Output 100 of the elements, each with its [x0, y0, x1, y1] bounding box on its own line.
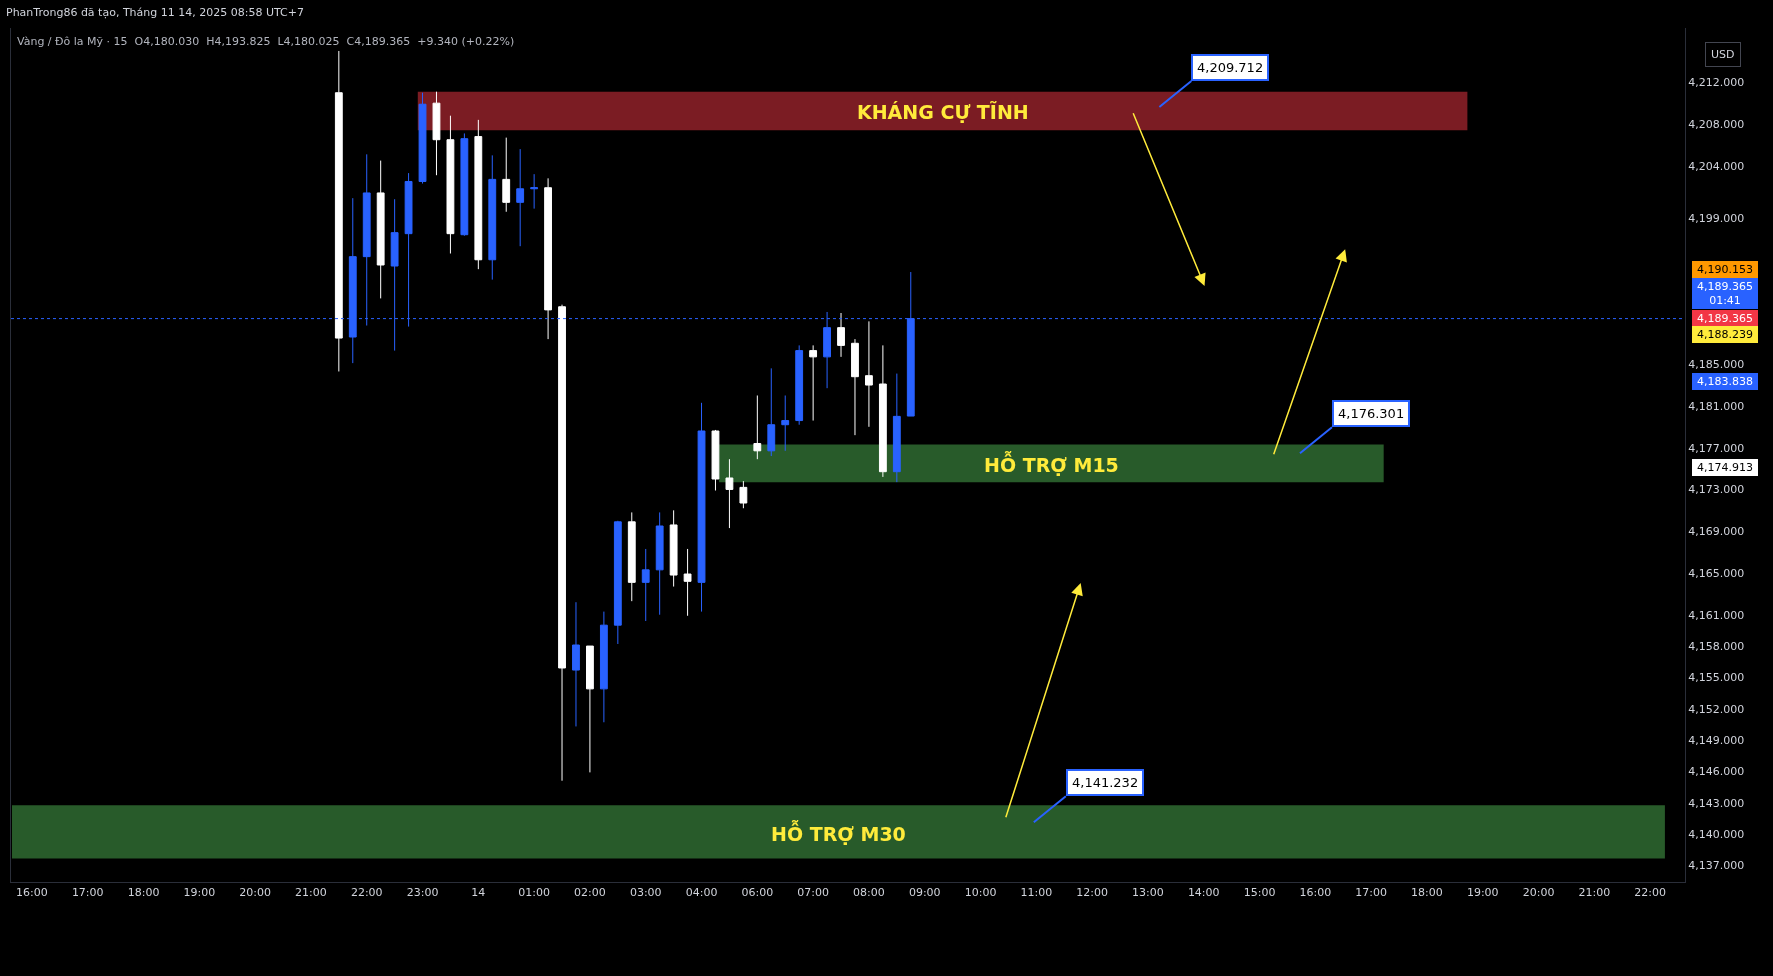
candlestick [892, 373, 901, 483]
x-tick-label: 12:00 [1076, 886, 1108, 900]
x-tick-label: 13:00 [1132, 886, 1164, 900]
candlestick [432, 91, 441, 176]
candlestick [753, 394, 762, 460]
x-tick-label: 08:00 [853, 886, 885, 900]
candlestick [865, 320, 873, 428]
x-tick-label: 23:00 [406, 886, 439, 900]
candlestick [641, 548, 650, 622]
x-tick-label: 16:00 [1299, 886, 1332, 900]
candlestick [613, 520, 622, 645]
chart-title: PhanTrong86 đã tạo, Tháng 11 14, 2025 08:58 UTC+7 [6, 5, 304, 19]
text: 4,188.239 [1697, 328, 1753, 341]
candlestick [558, 304, 566, 782]
y-tick-label: 4,204.000 [1688, 159, 1745, 173]
candlestick [334, 50, 343, 372]
band-label: HỖ TRỢ M15 [984, 450, 1119, 476]
y-tick-label: 4,199.000 [1688, 211, 1745, 225]
x-tick-label: 21:00 [295, 886, 327, 900]
candlestick [474, 119, 483, 270]
candlestick [446, 115, 455, 255]
y-tick-label: 4,137.000 [1688, 859, 1745, 873]
candlestick [655, 511, 664, 616]
y-tick-label: 4,185.000 [1688, 358, 1745, 372]
x-tick-label: 14:00 [1187, 886, 1220, 900]
candlestick [530, 173, 539, 210]
x-tick-label: 19:00 [183, 886, 216, 900]
y-tick-label: 4,173.000 [1688, 483, 1745, 497]
y-tick-label: 4,146.000 [1688, 765, 1745, 779]
y-tick-label: 4,158.000 [1688, 639, 1745, 653]
x-tick-label: 04:00 [685, 886, 718, 900]
y-tick-label: 4,208.000 [1688, 117, 1745, 131]
candlestick [599, 611, 608, 723]
y-tick-label: 4,165.000 [1688, 566, 1745, 580]
x-tick-label: 09:00 [908, 886, 941, 900]
x-tick-label: 18:00 [1411, 886, 1443, 900]
candlestick [725, 458, 734, 529]
y-tick-label: 4,169.000 [1688, 525, 1745, 539]
x-tick-label: 20:00 [239, 886, 271, 900]
x-tick-label: 01:00 [518, 886, 550, 900]
x-tick-label: 02:00 [574, 886, 606, 900]
x-tick-label: 10:00 [964, 886, 997, 900]
candlestick [544, 177, 552, 340]
x-tick-label: 06:00 [741, 886, 774, 900]
y-tick-label: 4,149.000 [1688, 733, 1745, 747]
candlestick [739, 480, 748, 509]
text: Vàng / Đô la Mỹ · 15 O4,180.030 H4,193.825 L4,180.025 C4,189.365 +9.340 (+0.22%) [17, 35, 515, 48]
candlestick [376, 160, 385, 299]
band-label: KHÁNG CỰ TĨNH [857, 100, 1029, 123]
x-tick-label: 11:00 [1020, 886, 1053, 900]
x-tick-label: 19:00 [1466, 886, 1499, 900]
y-tick-label: 4,181.000 [1688, 399, 1745, 413]
x-tick-label: 20:00 [1522, 886, 1555, 900]
band-label: HỖ TRỢ M30 [771, 819, 906, 845]
candlestick [502, 137, 511, 213]
y-tick-label: 4,152.000 [1688, 702, 1745, 716]
text: 4,190.153 [1697, 263, 1753, 276]
x-tick-label: 21:00 [1578, 886, 1611, 900]
x-tick-label: 14 [471, 886, 486, 900]
x-tick-label: 18:00 [127, 886, 160, 900]
candlestick [683, 548, 692, 617]
x-tick-label: 15:00 [1243, 886, 1276, 900]
annotation: 4,209.712 [1197, 60, 1264, 75]
y-tick-label: 4,140.000 [1688, 827, 1745, 841]
y-tick-label: 4,161.000 [1688, 608, 1745, 622]
candlestick [711, 429, 720, 491]
text: USD [1711, 48, 1735, 61]
x-tick-label: 17:00 [71, 886, 104, 900]
x-tick-label: 03:00 [629, 886, 662, 900]
candlestick [460, 132, 469, 237]
candlestick [809, 344, 818, 422]
text: 4,189.365 [1697, 312, 1753, 325]
candlestick [697, 402, 706, 613]
annotation: 4,176.301 [1338, 406, 1405, 421]
candlestick [878, 344, 887, 478]
candlestick [795, 344, 804, 426]
candlestick [851, 338, 859, 436]
x-tick-label: 22:00 [350, 886, 383, 900]
x-tick-label: 22:00 [1634, 886, 1666, 900]
x-tick-label: 16:00 [16, 886, 48, 900]
candlestick [669, 509, 678, 588]
x-tick-label: 17:00 [1355, 886, 1387, 900]
candlestick [627, 511, 636, 602]
candlestick [767, 367, 776, 457]
candlestick [488, 154, 497, 281]
y-tick-label: 4,155.000 [1688, 671, 1745, 685]
text: 4,174.913 [1697, 461, 1753, 474]
candlestick [781, 394, 790, 452]
candlestick [837, 312, 845, 358]
candlestick [572, 601, 580, 727]
y-tick-label: 4,177.000 [1688, 441, 1745, 455]
candlestick [516, 148, 525, 247]
candlestick [586, 645, 594, 773]
text: 4,183.838 [1697, 375, 1753, 388]
ref-line-label: 4,189.365 01:41 [1697, 280, 1753, 308]
x-tick-label: 07:00 [797, 886, 829, 900]
candlestick [418, 92, 427, 185]
annotation: 4,141.232 [1072, 775, 1139, 790]
y-tick-label: 4,143.000 [1688, 796, 1745, 810]
y-tick-label: 4,212.000 [1688, 76, 1745, 90]
